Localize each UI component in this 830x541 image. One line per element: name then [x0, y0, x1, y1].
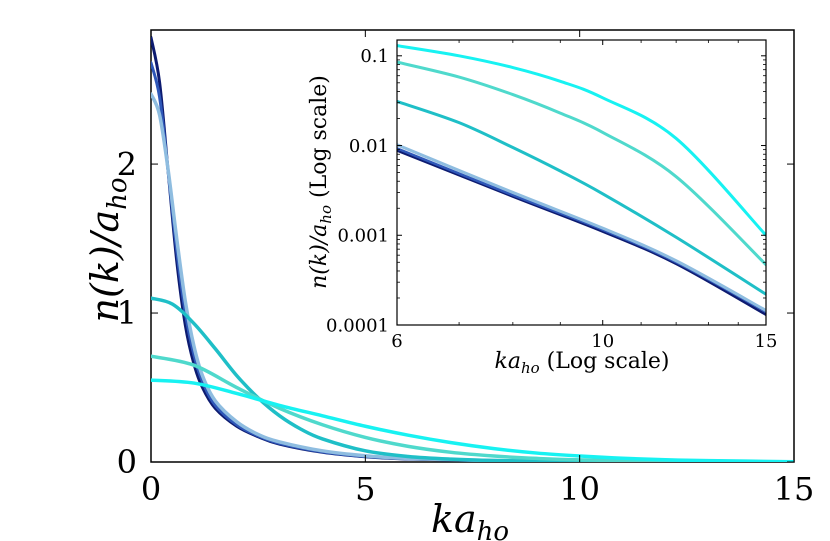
main-series-line-6: [151, 378, 794, 462]
inset-series-line-6: [397, 44, 766, 237]
inset-x-axis-label-suffix: (Log scale): [540, 349, 670, 374]
inset-y-tick-label: 0.01: [349, 136, 389, 157]
inset-ticks-group: [396, 40, 767, 326]
inset-y-tick-label: 0.1: [360, 46, 389, 67]
inset-y-axis-label-sub: ho: [317, 205, 335, 224]
main-x-tick-label: 5: [355, 470, 375, 508]
main-y-axis-label-main: n(k)/a: [83, 210, 127, 323]
inset-y-tick-label: 0.001: [337, 226, 389, 247]
inset-x-axis-label-main: ka: [494, 349, 520, 374]
main-x-tick-label: 15: [774, 470, 815, 508]
main-x-axis-label-sub: ho: [477, 517, 509, 541]
main-y-axis-label-sub: ho: [103, 177, 133, 209]
main-ticks-group: [150, 30, 795, 463]
inset-tick-labels-group: 6 10 15 0.1 0.01 0.001 0.0001: [326, 46, 777, 352]
main-y-axis-label: n(k)/aho: [83, 177, 133, 322]
inset-series-group: [397, 44, 766, 317]
main-tick-labels-group: 0 5 10 15 0 1 2: [117, 145, 815, 508]
inset-series-line-4: [397, 99, 766, 296]
main-series-line-5: [151, 354, 794, 462]
main-plot-frame: [150, 29, 795, 463]
main-y-tick-label: 0: [117, 443, 137, 481]
main-x-tick-label: 0: [141, 470, 161, 508]
main-x-axis-label: kaho: [431, 497, 509, 541]
inset-series-line-1: [397, 149, 766, 317]
inset-y-tick-label: 0.0001: [326, 315, 389, 336]
inset-x-tick-label: 10: [591, 331, 614, 352]
main-x-axis-label-main: ka: [431, 497, 477, 541]
main-x-tick-label: 10: [559, 470, 600, 508]
inset-x-axis-label-sub: ho: [521, 359, 540, 377]
inset-x-tick-label: 15: [755, 331, 778, 352]
inset-y-axis-label-main: n(k)/a: [307, 224, 332, 289]
inset-y-axis-label: n(k)/aho (Log scale): [307, 75, 335, 289]
inset-plot-frame: [396, 39, 767, 326]
main-y-tick-label: 2: [117, 145, 137, 183]
main-y-tick-label: 1: [117, 294, 137, 332]
inset-series-line-5: [397, 60, 766, 267]
inset-y-axis-label-suffix: (Log scale): [307, 75, 332, 205]
inset-series-line-3: [397, 143, 766, 313]
inset-x-tick-label: 6: [391, 331, 402, 352]
inset-x-axis-label: kaho (Log scale): [494, 349, 669, 377]
